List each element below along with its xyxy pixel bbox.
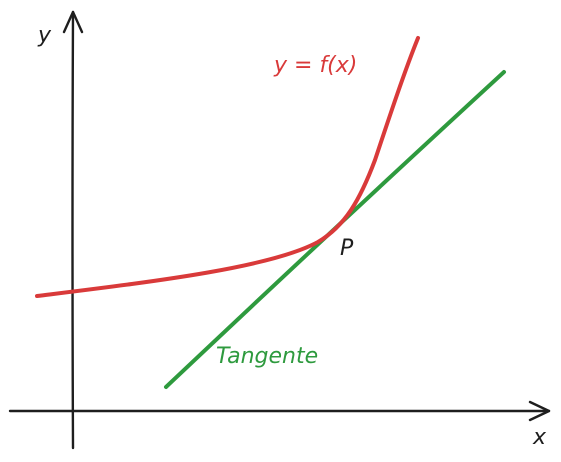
y-axis-label: y	[37, 23, 52, 48]
function-curve	[35, 36, 420, 298]
y-axis-line	[71, 10, 75, 450]
x-axis-line	[8, 409, 551, 413]
point-p-label: P	[340, 236, 354, 261]
y-axis-arrowhead	[62, 10, 84, 34]
x-axis-label: x	[532, 425, 547, 450]
x-axis: x	[8, 400, 551, 450]
y-axis: y	[37, 10, 84, 450]
tangent-label: Tangente	[216, 344, 318, 369]
function-label: y = f(x)	[273, 53, 357, 78]
x-axis-arrowhead	[528, 400, 551, 422]
function-curve-group: y = f(x)	[35, 36, 420, 298]
